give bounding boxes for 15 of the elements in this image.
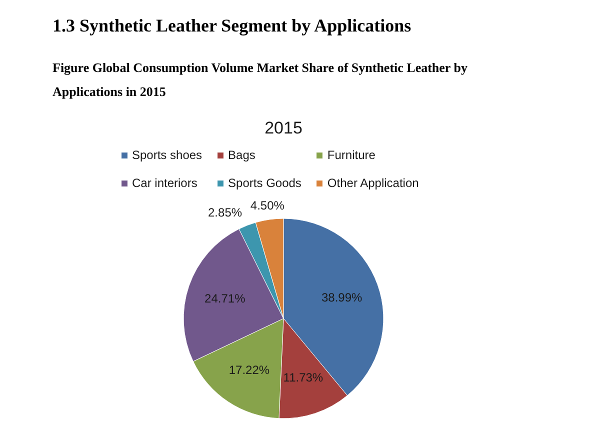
chart-title: Figure Global Consumption Volume Market Share of Synthetic Leather by Applications in 2015 (52, 60, 468, 99)
data-label: 38.99% (321, 290, 363, 304)
legend-label: Other Application (327, 176, 419, 190)
data-label: 11.73% (283, 370, 324, 384)
data-label: 4.50% (250, 198, 285, 213)
chart-subtitle: 2015 (264, 118, 302, 138)
legend-label: Car interiors (132, 176, 198, 190)
data-label: 2.85% (208, 205, 242, 220)
data-label: 24.71% (204, 291, 246, 306)
legend-label: Furniture (327, 148, 376, 162)
data-label: 17.22% (228, 363, 270, 378)
text: 1.3 Synthetic Leather Segment by Applications (52, 16, 412, 36)
legend-label: Sports shoes (132, 148, 202, 162)
legend-label: Sports Goods (228, 176, 302, 190)
legend-label: Bags (228, 148, 256, 162)
